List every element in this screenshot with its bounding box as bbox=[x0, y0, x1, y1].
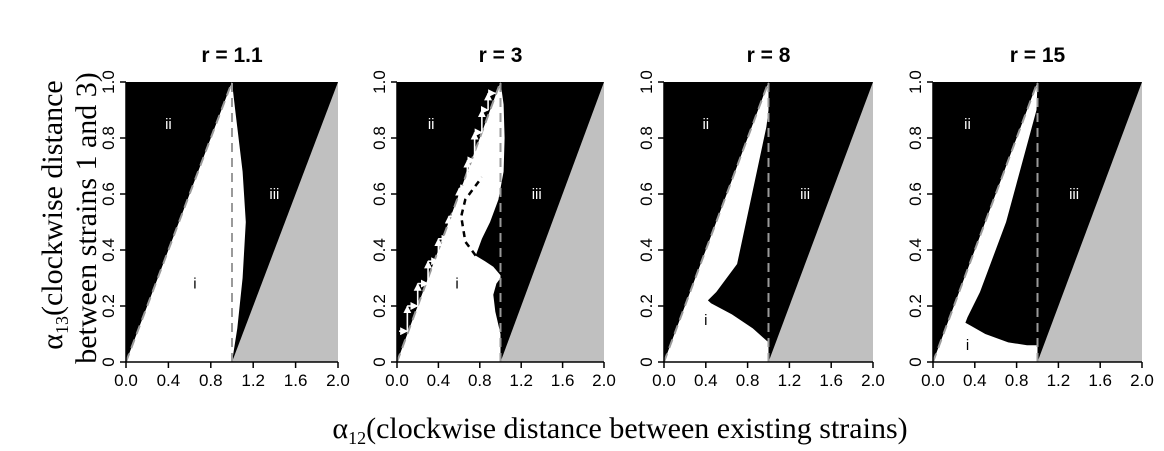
x-tick-label: 0.0 bbox=[385, 371, 409, 390]
region-label-ii: ii bbox=[165, 116, 172, 133]
y-tick-label: 0.8 bbox=[370, 126, 389, 150]
region-label-i: i bbox=[455, 276, 458, 293]
x-tick-label: 0.4 bbox=[427, 371, 451, 390]
x-tick-label: 2.0 bbox=[1130, 371, 1154, 390]
x-tick-label: 0.4 bbox=[157, 371, 181, 390]
y-tick-label: 0.2 bbox=[370, 294, 389, 318]
region-gray bbox=[768, 82, 873, 362]
y-tick-label: 0 bbox=[370, 357, 389, 366]
region-gray bbox=[1037, 82, 1142, 362]
region-label-iii: iii bbox=[532, 186, 542, 203]
y-axis-label-symbol: α bbox=[36, 334, 69, 350]
y-axis-label: α13(clockwise distance bbox=[36, 80, 72, 349]
region-white bbox=[933, 82, 1038, 362]
x-tick-label: 2.0 bbox=[861, 371, 885, 390]
y-tick-label: 1.0 bbox=[906, 70, 925, 94]
panel-1: 0.0 0.4 0.8 1.2 1.6 2.0 0 0.2 0.4 0.6 0.8 1.0 r = 1.… bbox=[99, 44, 350, 390]
x-axis-label-text: (clockwise distance between existing str… bbox=[366, 412, 908, 445]
y-tick-label: 0.4 bbox=[906, 238, 925, 262]
y-tick-label: 0.4 bbox=[637, 238, 656, 262]
region-label-iii: iii bbox=[1069, 186, 1079, 203]
x-tick-label: 1.2 bbox=[778, 371, 802, 390]
x-tick-label: 0.0 bbox=[652, 371, 676, 390]
dashed-boundary-line bbox=[125, 81, 233, 363]
y-tick-label: 0.6 bbox=[370, 182, 389, 206]
dashed-boundary-line bbox=[663, 81, 770, 363]
y-tick-label: 0.8 bbox=[906, 126, 925, 150]
x-axis-label-symbol: α bbox=[332, 412, 348, 445]
x-tick-label: 2.0 bbox=[326, 371, 350, 390]
y-tick-label: 1.0 bbox=[99, 70, 118, 94]
x-tick-label: 0.0 bbox=[921, 371, 945, 390]
y-tick-label: 0 bbox=[637, 357, 656, 366]
x-tick-label: 1.6 bbox=[1088, 371, 1112, 390]
region-label-i: i bbox=[193, 276, 196, 293]
y-tick-label: 0.2 bbox=[637, 294, 656, 318]
panel-3: 0.0 0.4 0.8 1.2 1.6 2.0 0 0.2 0.4 0.6 0.8 1.0 r = 8 i… bbox=[637, 44, 885, 390]
y-tick-label: 0.4 bbox=[370, 238, 389, 262]
x-axis-label: α12(clockwise distance between existing … bbox=[332, 412, 907, 448]
panel-title: r = 1.1 bbox=[201, 44, 263, 67]
x-tick-label: 0.4 bbox=[694, 371, 718, 390]
y-tick-label: 0 bbox=[99, 357, 118, 366]
x-tick-label: 0.0 bbox=[114, 371, 138, 390]
region-white bbox=[664, 82, 769, 362]
region-gray bbox=[500, 82, 604, 362]
dashed-boundary-line bbox=[396, 81, 502, 363]
y-tick-label: 0.6 bbox=[906, 182, 925, 206]
x-tick-label: 1.6 bbox=[284, 371, 308, 390]
panel-title: r = 15 bbox=[1010, 44, 1066, 67]
region-white bbox=[126, 82, 246, 362]
y-tick-label: 0.2 bbox=[99, 294, 118, 318]
dashed-boundary-line bbox=[932, 81, 1039, 363]
x-tick-label: 1.2 bbox=[509, 371, 533, 390]
panel-2: 0.0 0.4 0.8 1.2 1.6 2.0 0 0.2 0.4 0.6 0.8 1.0 r = 3 i… bbox=[370, 44, 616, 390]
y-tick-label: 1.0 bbox=[370, 70, 389, 94]
x-tick-label: 2.0 bbox=[592, 371, 616, 390]
x-tick-label: 0.8 bbox=[736, 371, 760, 390]
y-tick-label: 0 bbox=[906, 357, 925, 366]
region-label-ii: ii bbox=[964, 116, 971, 133]
x-tick-label: 0.8 bbox=[468, 371, 492, 390]
y-axis-label-subscript: 13 bbox=[52, 316, 72, 334]
y-tick-label: 1.0 bbox=[637, 70, 656, 94]
y-tick-label: 0.8 bbox=[637, 126, 656, 150]
x-tick-label: 1.6 bbox=[551, 371, 575, 390]
y-axis-label-line1: (clockwise distance bbox=[36, 80, 69, 316]
y-tick-label: 0.8 bbox=[99, 126, 118, 150]
y-tick-label: 0.2 bbox=[906, 294, 925, 318]
region-gray bbox=[232, 82, 338, 362]
region-label-ii: ii bbox=[428, 116, 435, 133]
y-axis-label-line2: between strains 1 and 3) bbox=[70, 72, 103, 364]
panel-title: r = 3 bbox=[479, 44, 523, 67]
panels: 0.0 0.4 0.8 1.2 1.6 2.0 0 0.2 0.4 0.6 0.8 1.0 r = 1.… bbox=[99, 44, 1154, 390]
x-axis-label-subscript: 12 bbox=[348, 428, 366, 448]
dashed-curve bbox=[459, 176, 483, 257]
y-tick-label: 0.6 bbox=[637, 182, 656, 206]
region-label-iii: iii bbox=[269, 186, 279, 203]
panel-4: 0.0 0.4 0.8 1.2 1.6 2.0 0 0.2 0.4 0.6 0.8 1.0 r = 15… bbox=[906, 44, 1154, 390]
panel-title: r = 8 bbox=[747, 44, 791, 67]
x-tick-label: 1.2 bbox=[241, 371, 265, 390]
x-tick-label: 0.8 bbox=[1005, 371, 1029, 390]
x-tick-label: 0.4 bbox=[963, 371, 987, 390]
x-tick-label: 0.8 bbox=[199, 371, 223, 390]
x-tick-label: 1.2 bbox=[1047, 371, 1071, 390]
x-tick-label: 1.6 bbox=[819, 371, 843, 390]
region-label-i: i bbox=[966, 337, 969, 354]
region-label-ii: ii bbox=[702, 116, 709, 133]
region-label-iii: iii bbox=[800, 186, 810, 203]
y-tick-label: 0.4 bbox=[99, 238, 118, 262]
y-tick-label: 0.6 bbox=[99, 182, 118, 206]
region-label-i: i bbox=[704, 312, 707, 329]
